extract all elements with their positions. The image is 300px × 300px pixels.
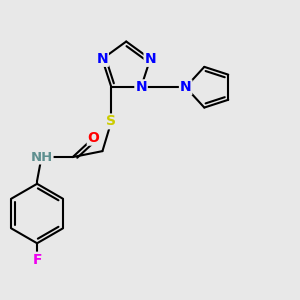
Text: N: N [96, 52, 108, 66]
Text: NH: NH [30, 151, 53, 164]
Text: O: O [88, 131, 100, 145]
Text: N: N [144, 52, 156, 66]
Text: S: S [106, 114, 116, 128]
Text: N: N [135, 80, 147, 94]
Text: F: F [32, 253, 42, 267]
Text: N: N [180, 80, 191, 94]
